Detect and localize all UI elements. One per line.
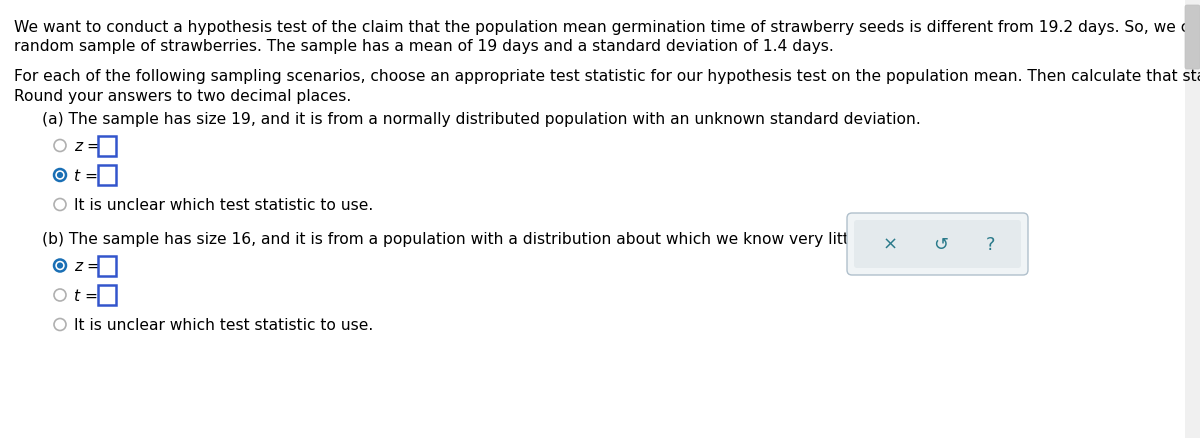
Text: (a) The sample has size 19, and it is from a normally distributed population wit: (a) The sample has size 19, and it is fr…	[42, 112, 920, 127]
FancyBboxPatch shape	[1186, 6, 1200, 70]
FancyBboxPatch shape	[98, 256, 116, 276]
Text: It is unclear which test statistic to use.: It is unclear which test statistic to us…	[74, 198, 373, 213]
Circle shape	[54, 170, 66, 182]
Text: For each of the following sampling scenarios, choose an appropriate test statist: For each of the following sampling scena…	[14, 69, 1200, 84]
Text: ?: ?	[985, 236, 995, 254]
FancyBboxPatch shape	[98, 136, 116, 156]
Circle shape	[56, 263, 64, 269]
Text: (b) The sample has size 16, and it is from a population with a distribution abou: (b) The sample has size 16, and it is fr…	[42, 231, 868, 247]
FancyBboxPatch shape	[847, 213, 1028, 276]
FancyBboxPatch shape	[1186, 0, 1200, 438]
Circle shape	[54, 140, 66, 152]
Circle shape	[56, 173, 64, 179]
Text: t =: t =	[74, 288, 103, 303]
Circle shape	[54, 199, 66, 211]
Text: We want to conduct a hypothesis test of the claim that the population mean germi: We want to conduct a hypothesis test of …	[14, 20, 1200, 35]
Text: ×: ×	[882, 236, 898, 254]
Text: ↺: ↺	[934, 236, 948, 254]
Text: random sample of strawberries. The sample has a mean of 19 days and a standard d: random sample of strawberries. The sampl…	[14, 39, 834, 54]
Text: z =: z =	[74, 139, 104, 154]
Circle shape	[54, 319, 66, 331]
Circle shape	[54, 260, 66, 272]
FancyBboxPatch shape	[98, 285, 116, 305]
Text: z =: z =	[74, 259, 104, 274]
Text: It is unclear which test statistic to use.: It is unclear which test statistic to us…	[74, 318, 373, 333]
FancyBboxPatch shape	[854, 220, 1021, 268]
FancyBboxPatch shape	[98, 166, 116, 186]
Circle shape	[54, 290, 66, 301]
Text: t =: t =	[74, 169, 103, 184]
Text: Round your answers to two decimal places.: Round your answers to two decimal places…	[14, 88, 352, 103]
